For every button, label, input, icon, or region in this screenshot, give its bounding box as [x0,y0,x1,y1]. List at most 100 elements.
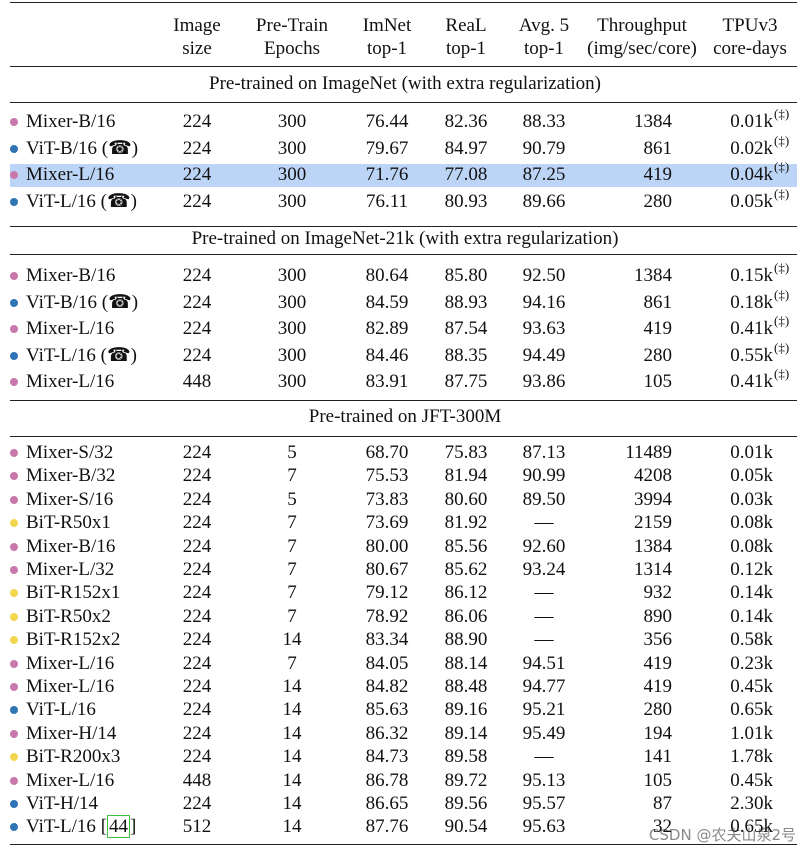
cell: 7 [287,652,297,674]
cell: 84.73 [365,746,409,768]
cell: 80.67 [365,559,409,580]
cell: 87 [653,793,672,814]
cell: 90.99 [522,465,566,487]
cell: 95.21 [522,699,566,721]
cell: 88.14 [444,652,488,674]
row-highlight [10,164,797,188]
cell: 68.70 [365,442,409,463]
cell: 448 [182,371,212,392]
cell: 0.58k [730,629,773,651]
model-label: Mixer-B/16 [26,111,116,132]
cell: 86.78 [365,769,409,791]
cell: 1.01k [730,722,773,744]
cell: 90.79 [522,137,566,159]
cell: 14 [282,816,302,838]
cell: 93.86 [522,371,566,392]
cell: 0.15k [730,265,773,286]
model-name: Mixer-S/16 [26,489,113,511]
cell: 419 [643,318,673,339]
model-name: Mixer-B/16 [26,111,115,133]
rule-line [10,226,797,227]
cell: 0.12k [730,559,773,580]
cell: 88.35 [444,344,488,366]
cell: 224 [182,582,212,604]
model-label: ViT-B/16 (☎) [26,137,139,159]
model-name: Mixer-B/16 [26,536,115,558]
cell: 86.32 [365,722,409,744]
cell: 356 [643,629,673,651]
cell: 3994 [634,488,672,510]
cell: 224 [182,164,212,186]
cell: 79.67 [365,137,409,159]
cell: 224 [182,318,212,339]
cell: 87.25 [522,164,566,186]
cell: 300 [277,318,307,339]
cell: 76.11 [365,190,409,212]
model-dot [10,589,18,598]
model-name: BiT-R50x2 [26,606,111,628]
cell: — [534,582,554,604]
cell: 224 [182,344,212,366]
cell: 300 [277,111,307,132]
rule-line [10,2,797,3]
cell: 86.65 [365,793,409,814]
model-label: Mixer-L/16 [26,164,115,186]
model-dot [10,729,18,738]
footnote-mark: (‡) [774,132,790,148]
model-name: Mixer-L/16 [26,318,114,340]
cell: 224 [182,111,212,132]
footnote-mark: (‡) [774,185,790,201]
cell: 84.97 [444,137,488,159]
cell: 890 [643,605,673,627]
cell: 0.08k [730,512,773,534]
cell: 300 [277,190,307,212]
cell: 224 [182,793,212,814]
footnote-mark: (‡) [774,313,790,328]
cell: 11489 [625,442,672,463]
cell: 224 [182,291,212,313]
footnote-mark: (‡) [774,106,790,121]
model-dot [10,378,18,386]
cell: 94.51 [522,652,566,674]
footnote-mark: (‡) [774,159,790,175]
cell: 80.00 [365,535,409,557]
cell: 224 [182,559,212,580]
model-dot [10,472,18,481]
cell: 73.69 [365,512,409,534]
cell: 300 [277,344,307,366]
model-label: Mixer-L/16 [26,676,115,697]
cell: 5 [287,442,297,463]
cell: 419 [643,164,673,186]
cell: 90.54 [444,816,488,838]
cell: 0.02k [730,137,773,159]
cell: 0.14k [730,605,773,627]
model-name: Mixer-L/16 [26,371,114,393]
cell: 87.76 [365,816,409,838]
cell: 224 [182,512,212,534]
model-name: Mixer-L/32 [26,559,114,581]
model-dot [10,753,18,762]
cell: 85.63 [365,699,409,721]
cell: 75.53 [365,465,409,487]
model-label: BiT-R50x2 [26,605,111,627]
cell: 85.80 [444,265,488,286]
model-name: ViT-B/16 (☎) [26,138,138,160]
rule-line [10,66,797,67]
cell: — [534,512,554,534]
column-header: Pre-Train [255,15,329,36]
model-dot [10,144,18,153]
cell: 224 [182,722,212,744]
cell: 84.46 [365,344,409,366]
cell: 95.13 [522,769,566,791]
cell: 7 [287,512,297,534]
cell: 73.83 [365,488,409,510]
watermark: CSDN @农夫山泉2号 [648,826,796,844]
model-name: ViT-L/16 (☎) [26,345,137,367]
cell: 224 [182,746,212,768]
model-name: ViT-L/16 [44] [26,815,136,839]
cell: 419 [643,676,673,697]
cell: 194 [643,722,673,744]
cell: 224 [182,465,212,487]
cell: 89.72 [444,769,488,791]
cell: 0.05k [730,465,773,487]
